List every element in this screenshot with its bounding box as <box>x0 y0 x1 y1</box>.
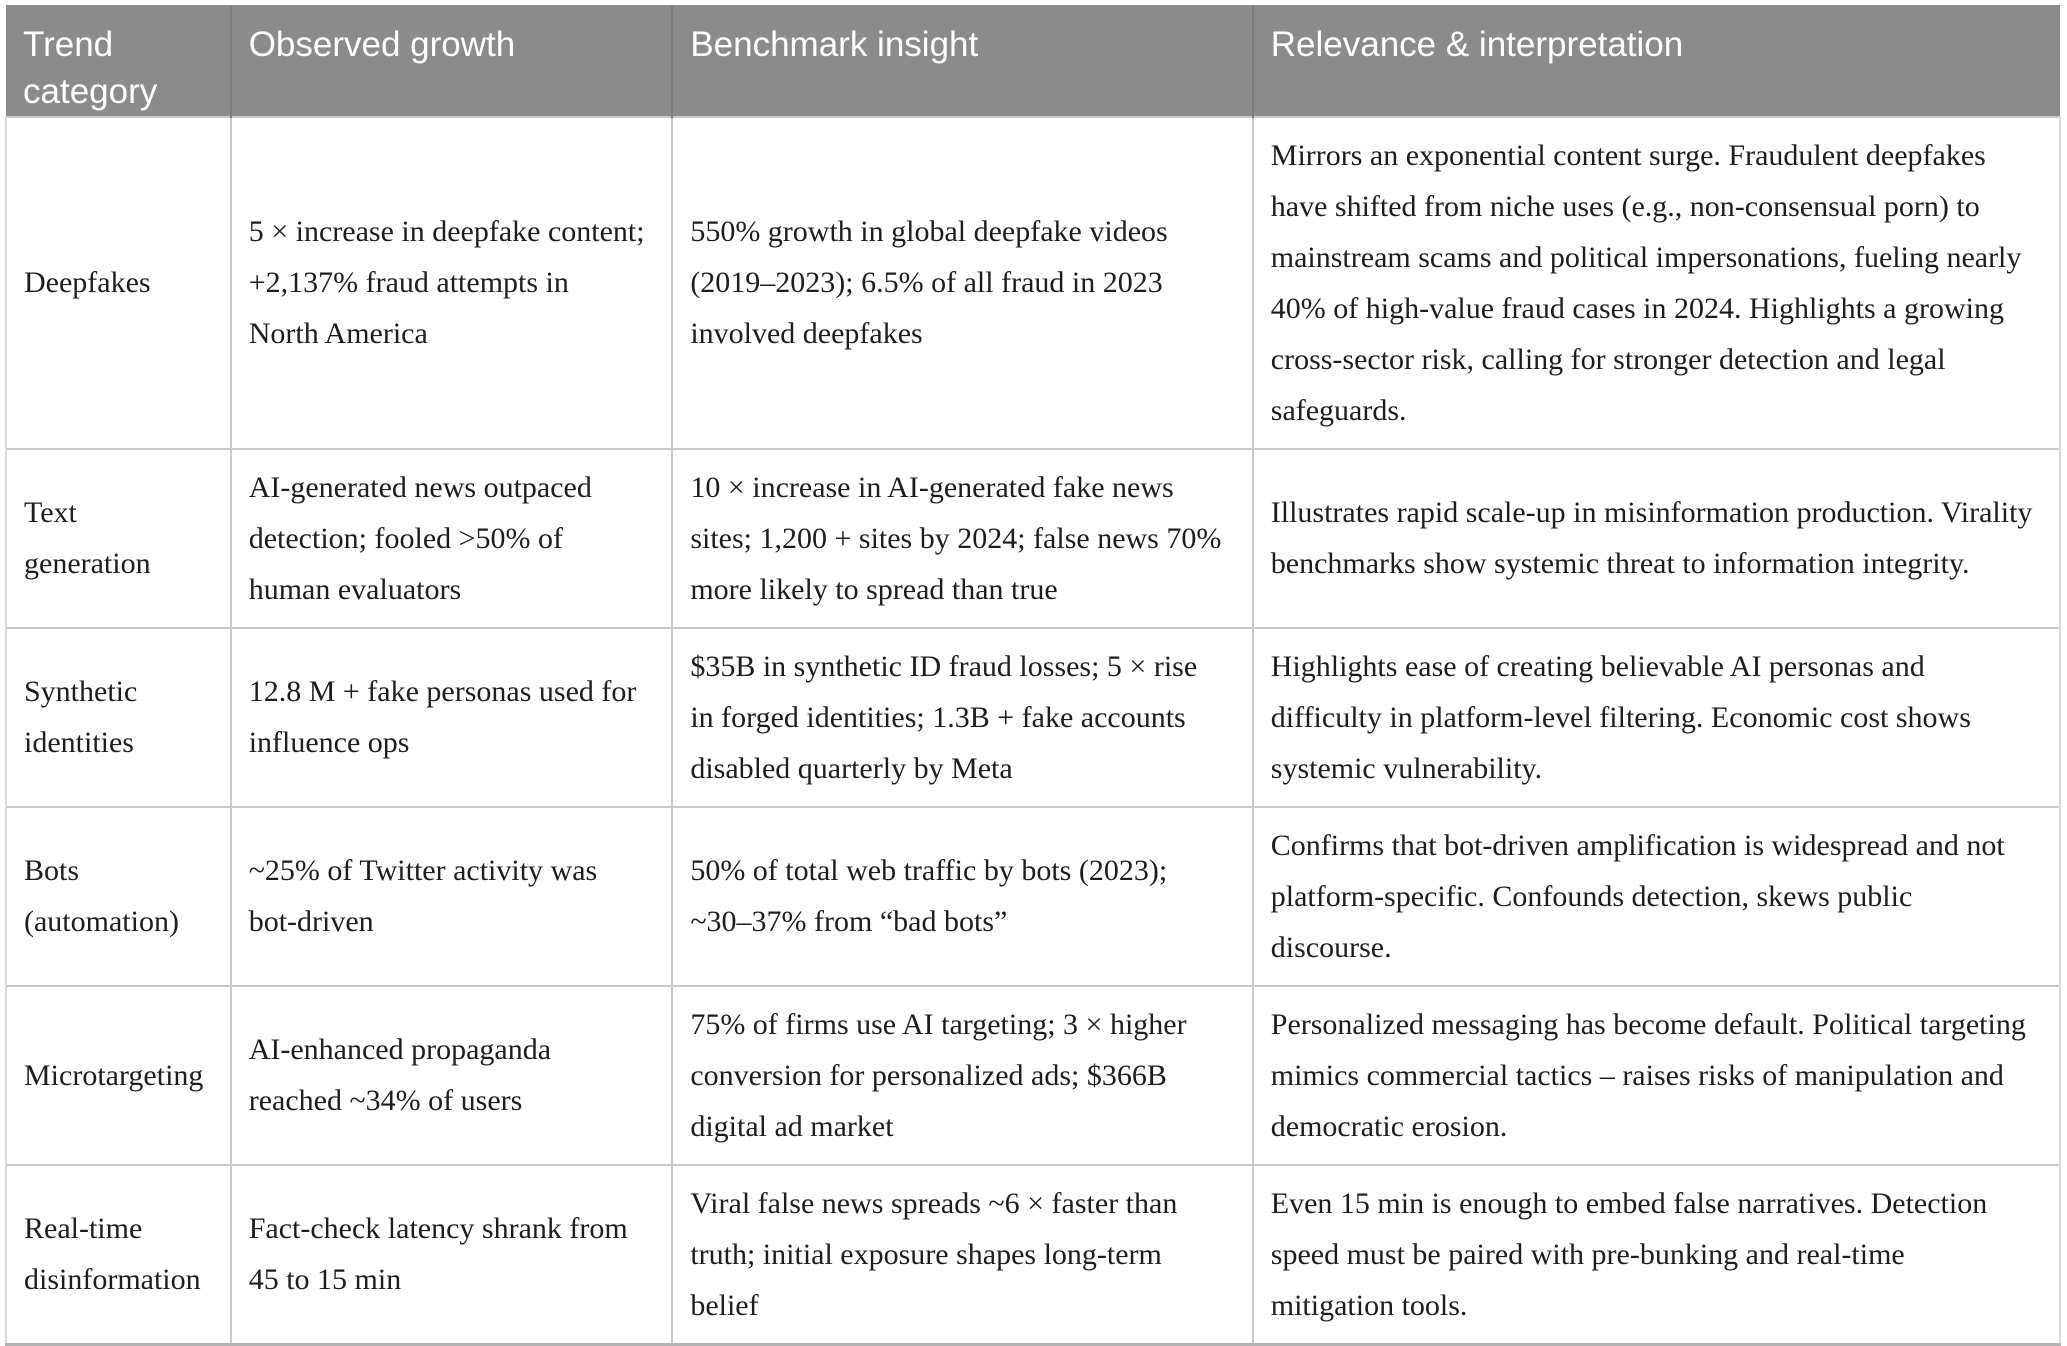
cell-benchmark-insight: 50% of total web traffic by bots (2023);… <box>671 805 1253 986</box>
cell-benchmark-insight: 10 × increase in AI-generated fake news … <box>671 447 1253 628</box>
cell-observed-growth: 12.8 M + fake personas used for influenc… <box>229 626 673 807</box>
cell-relevance: Illustrates rapid scale-up in misinforma… <box>1251 447 2062 628</box>
cell-relevance: Mirrors an exponential content surge. Fr… <box>1251 115 2062 449</box>
table-row-deepfakes: Deepfakes 5 × increase in deepfake conte… <box>5 115 2062 449</box>
cell-category: Deepfakes <box>5 115 231 449</box>
cell-relevance: Even 15 min is enough to embed false nar… <box>1251 1163 2062 1346</box>
table-row-text-generation: Text generation AI-generated news outpac… <box>5 447 2062 628</box>
col-header-trend-category: Trend category <box>6 5 231 117</box>
cell-relevance: Personalized messaging has become defaul… <box>1251 984 2062 1165</box>
cell-category: Microtargeting <box>5 984 231 1165</box>
cell-relevance: Highlights ease of creating believable A… <box>1251 626 2062 807</box>
cell-observed-growth: AI-generated news outpaced detection; fo… <box>229 447 673 628</box>
cell-observed-growth: 5 × increase in deepfake content; +2,137… <box>229 115 673 449</box>
col-header-relevance-interpretation: Relevance & interpretation <box>1251 5 2060 117</box>
cell-benchmark-insight: 75% of firms use AI targeting; 3 × highe… <box>671 984 1253 1165</box>
cell-benchmark-insight: $35B in synthetic ID fraud losses; 5 × r… <box>671 626 1253 807</box>
cell-relevance: Confirms that bot-driven amplification i… <box>1251 805 2062 986</box>
cell-observed-growth: ~25% of Twitter activity was bot-driven <box>229 805 673 986</box>
cell-category: Text generation <box>5 447 231 628</box>
table-row-synthetic-identities: Synthetic identities 12.8 M + fake perso… <box>5 626 2062 807</box>
trends-table: Trend category Observed growth Benchmark… <box>5 5 2062 1346</box>
cell-category: Synthetic identities <box>5 626 231 807</box>
table-header-row: Trend category Observed growth Benchmark… <box>6 5 2060 117</box>
cell-category: Real-time disinformation <box>5 1163 231 1346</box>
cell-observed-growth: AI-enhanced propaganda reached ~34% of u… <box>229 984 673 1165</box>
col-header-observed-growth: Observed growth <box>229 5 673 117</box>
col-header-benchmark-insight: Benchmark insight <box>671 5 1253 117</box>
table-row-realtime-disinformation: Real-time disinformation Fact-check late… <box>5 1163 2062 1346</box>
table-row-bots-automation: Bots (automation) ~25% of Twitter activi… <box>5 805 2062 986</box>
table-row-microtargeting: Microtargeting AI-enhanced propaganda re… <box>5 984 2062 1165</box>
cell-category: Bots (automation) <box>5 805 231 986</box>
cell-benchmark-insight: 550% growth in global deepfake videos (2… <box>671 115 1253 449</box>
cell-benchmark-insight: Viral false news spreads ~6 × faster tha… <box>671 1163 1253 1346</box>
trends-table-container: Trend category Observed growth Benchmark… <box>5 5 2062 1346</box>
cell-observed-growth: Fact-check latency shrank from 45 to 15 … <box>229 1163 673 1346</box>
